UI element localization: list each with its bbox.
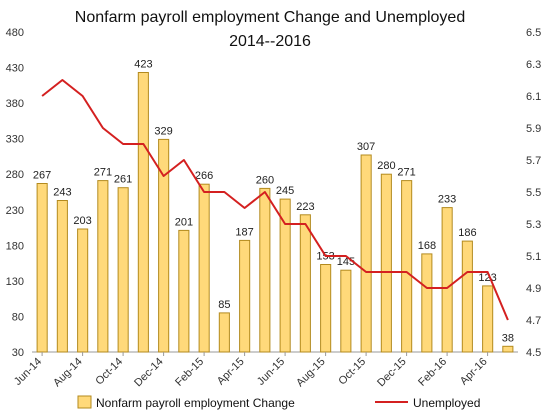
y-left-tick-label: 180 <box>6 240 24 252</box>
y-right-tick-label: 6.5 <box>526 27 541 39</box>
x-tick-label: Oct-15 <box>336 356 368 388</box>
bar-data-label: 267 <box>33 170 51 182</box>
bar <box>421 253 433 353</box>
x-tick-label: Dec-15 <box>375 356 409 390</box>
plot-area: 2672432032712614233292012668518726024522… <box>32 59 518 353</box>
bar <box>239 239 251 353</box>
y-left-tick-label: 130 <box>6 276 24 288</box>
bar <box>299 214 311 353</box>
y-right-tick-label: 5.7 <box>526 155 541 167</box>
legend: Nonfarm payroll employment Change Unempl… <box>77 395 480 410</box>
y-left-tick-label: 480 <box>6 27 24 39</box>
bar-series <box>36 72 514 353</box>
bar-data-label: 245 <box>276 185 294 197</box>
x-tick-label: Feb-16 <box>416 356 449 389</box>
bar <box>137 72 149 353</box>
x-tick-label: Aug-15 <box>294 356 328 390</box>
bar-data-label: 187 <box>235 226 253 238</box>
bar-data-label: 85 <box>218 299 230 311</box>
bar-data-label: 203 <box>73 215 91 227</box>
bar-data-label: 243 <box>53 187 71 199</box>
y-left-tick-label: 330 <box>6 134 24 146</box>
y-left-tick-label: 230 <box>6 205 24 217</box>
x-tick-label: Jun-14 <box>12 356 44 388</box>
bar <box>441 207 453 353</box>
bar-data-label: 307 <box>357 141 375 153</box>
bar <box>56 200 68 353</box>
y-left-tick-label: 430 <box>6 63 24 75</box>
bar-data-label: 280 <box>377 160 395 172</box>
chart-title: Nonfarm payroll employment Change and Un… <box>75 9 465 26</box>
y-right-tick-label: 4.7 <box>526 315 541 327</box>
bar-data-label: 260 <box>256 174 274 186</box>
bar-data-label: 38 <box>502 332 514 344</box>
unemployed-line <box>41 79 509 321</box>
x-tick-label: Jun-15 <box>255 356 287 388</box>
legend-label-line: Unemployed <box>413 396 480 410</box>
y-right-tick-label: 5.9 <box>526 123 541 135</box>
y-left-tick-label: 380 <box>6 98 24 110</box>
bar <box>97 180 109 353</box>
bar <box>320 264 332 353</box>
bar <box>340 269 352 353</box>
y-right-tick-label: 5.1 <box>526 251 541 263</box>
legend-swatch-bar <box>77 395 92 409</box>
bar <box>502 345 514 353</box>
legend-label-bar: Nonfarm payroll employment Change <box>96 396 295 410</box>
bar-data-label: 329 <box>154 125 172 137</box>
bar-data-label: 271 <box>397 167 415 179</box>
y-left-tick-label: 280 <box>6 169 24 181</box>
bar <box>380 173 392 353</box>
bar-data-label: 271 <box>94 167 112 179</box>
x-tick-label: Apr-15 <box>215 356 247 388</box>
y-right-tick-label: 6.1 <box>526 91 541 103</box>
bar <box>279 198 291 353</box>
bar-data-label: 261 <box>114 174 132 186</box>
bar-data-label: 168 <box>418 240 436 252</box>
y-axis-right: 4.5 4.7 4.9 5.1 5.3 5.5 5.7 5.9 6.1 6.3 6.5 <box>526 27 541 359</box>
x-tick-label: Aug-14 <box>51 356 85 390</box>
y-left-tick-label: 30 <box>12 347 24 359</box>
bar <box>178 229 190 353</box>
x-tick-label: Apr-16 <box>458 356 490 388</box>
y-axis-left: 30 80 130 180 230 280 330 380 430 480 <box>6 27 24 359</box>
x-axis: Jun-14 Aug-14 Oct-14 Dec-14 Feb-15 Apr-15 Jun-… <box>12 352 490 389</box>
bar <box>36 183 48 353</box>
x-tick-label: Dec-14 <box>132 356 166 390</box>
bar <box>198 183 210 353</box>
line-series <box>41 79 509 321</box>
y-right-tick-label: 6.3 <box>526 59 541 71</box>
y-right-tick-label: 5.3 <box>526 219 541 231</box>
bar <box>360 154 372 353</box>
bar-data-label: 266 <box>195 170 213 182</box>
bar-data-label: 233 <box>438 194 456 206</box>
bar-data-label: 186 <box>458 227 476 239</box>
bar-data-labels: 2672432032712614233292012668518726024522… <box>33 59 514 345</box>
bar-data-label: 201 <box>175 216 193 228</box>
bar <box>117 187 129 353</box>
bar <box>461 240 473 353</box>
y-left-tick-label: 80 <box>12 311 24 323</box>
bar <box>77 228 89 353</box>
x-tick-label: Feb-15 <box>173 356 206 389</box>
bar-data-label: 423 <box>134 59 152 71</box>
chart-subtitle: 2014--2016 <box>229 33 311 50</box>
x-tick-label: Oct-14 <box>93 356 125 388</box>
bar <box>259 187 271 353</box>
bar <box>218 312 230 353</box>
y-right-tick-label: 5.5 <box>526 187 541 199</box>
y-right-tick-label: 4.5 <box>526 347 541 359</box>
bar <box>401 180 413 353</box>
bar-data-label: 223 <box>296 201 314 213</box>
y-right-tick-label: 4.9 <box>526 283 541 295</box>
bar <box>482 285 494 353</box>
